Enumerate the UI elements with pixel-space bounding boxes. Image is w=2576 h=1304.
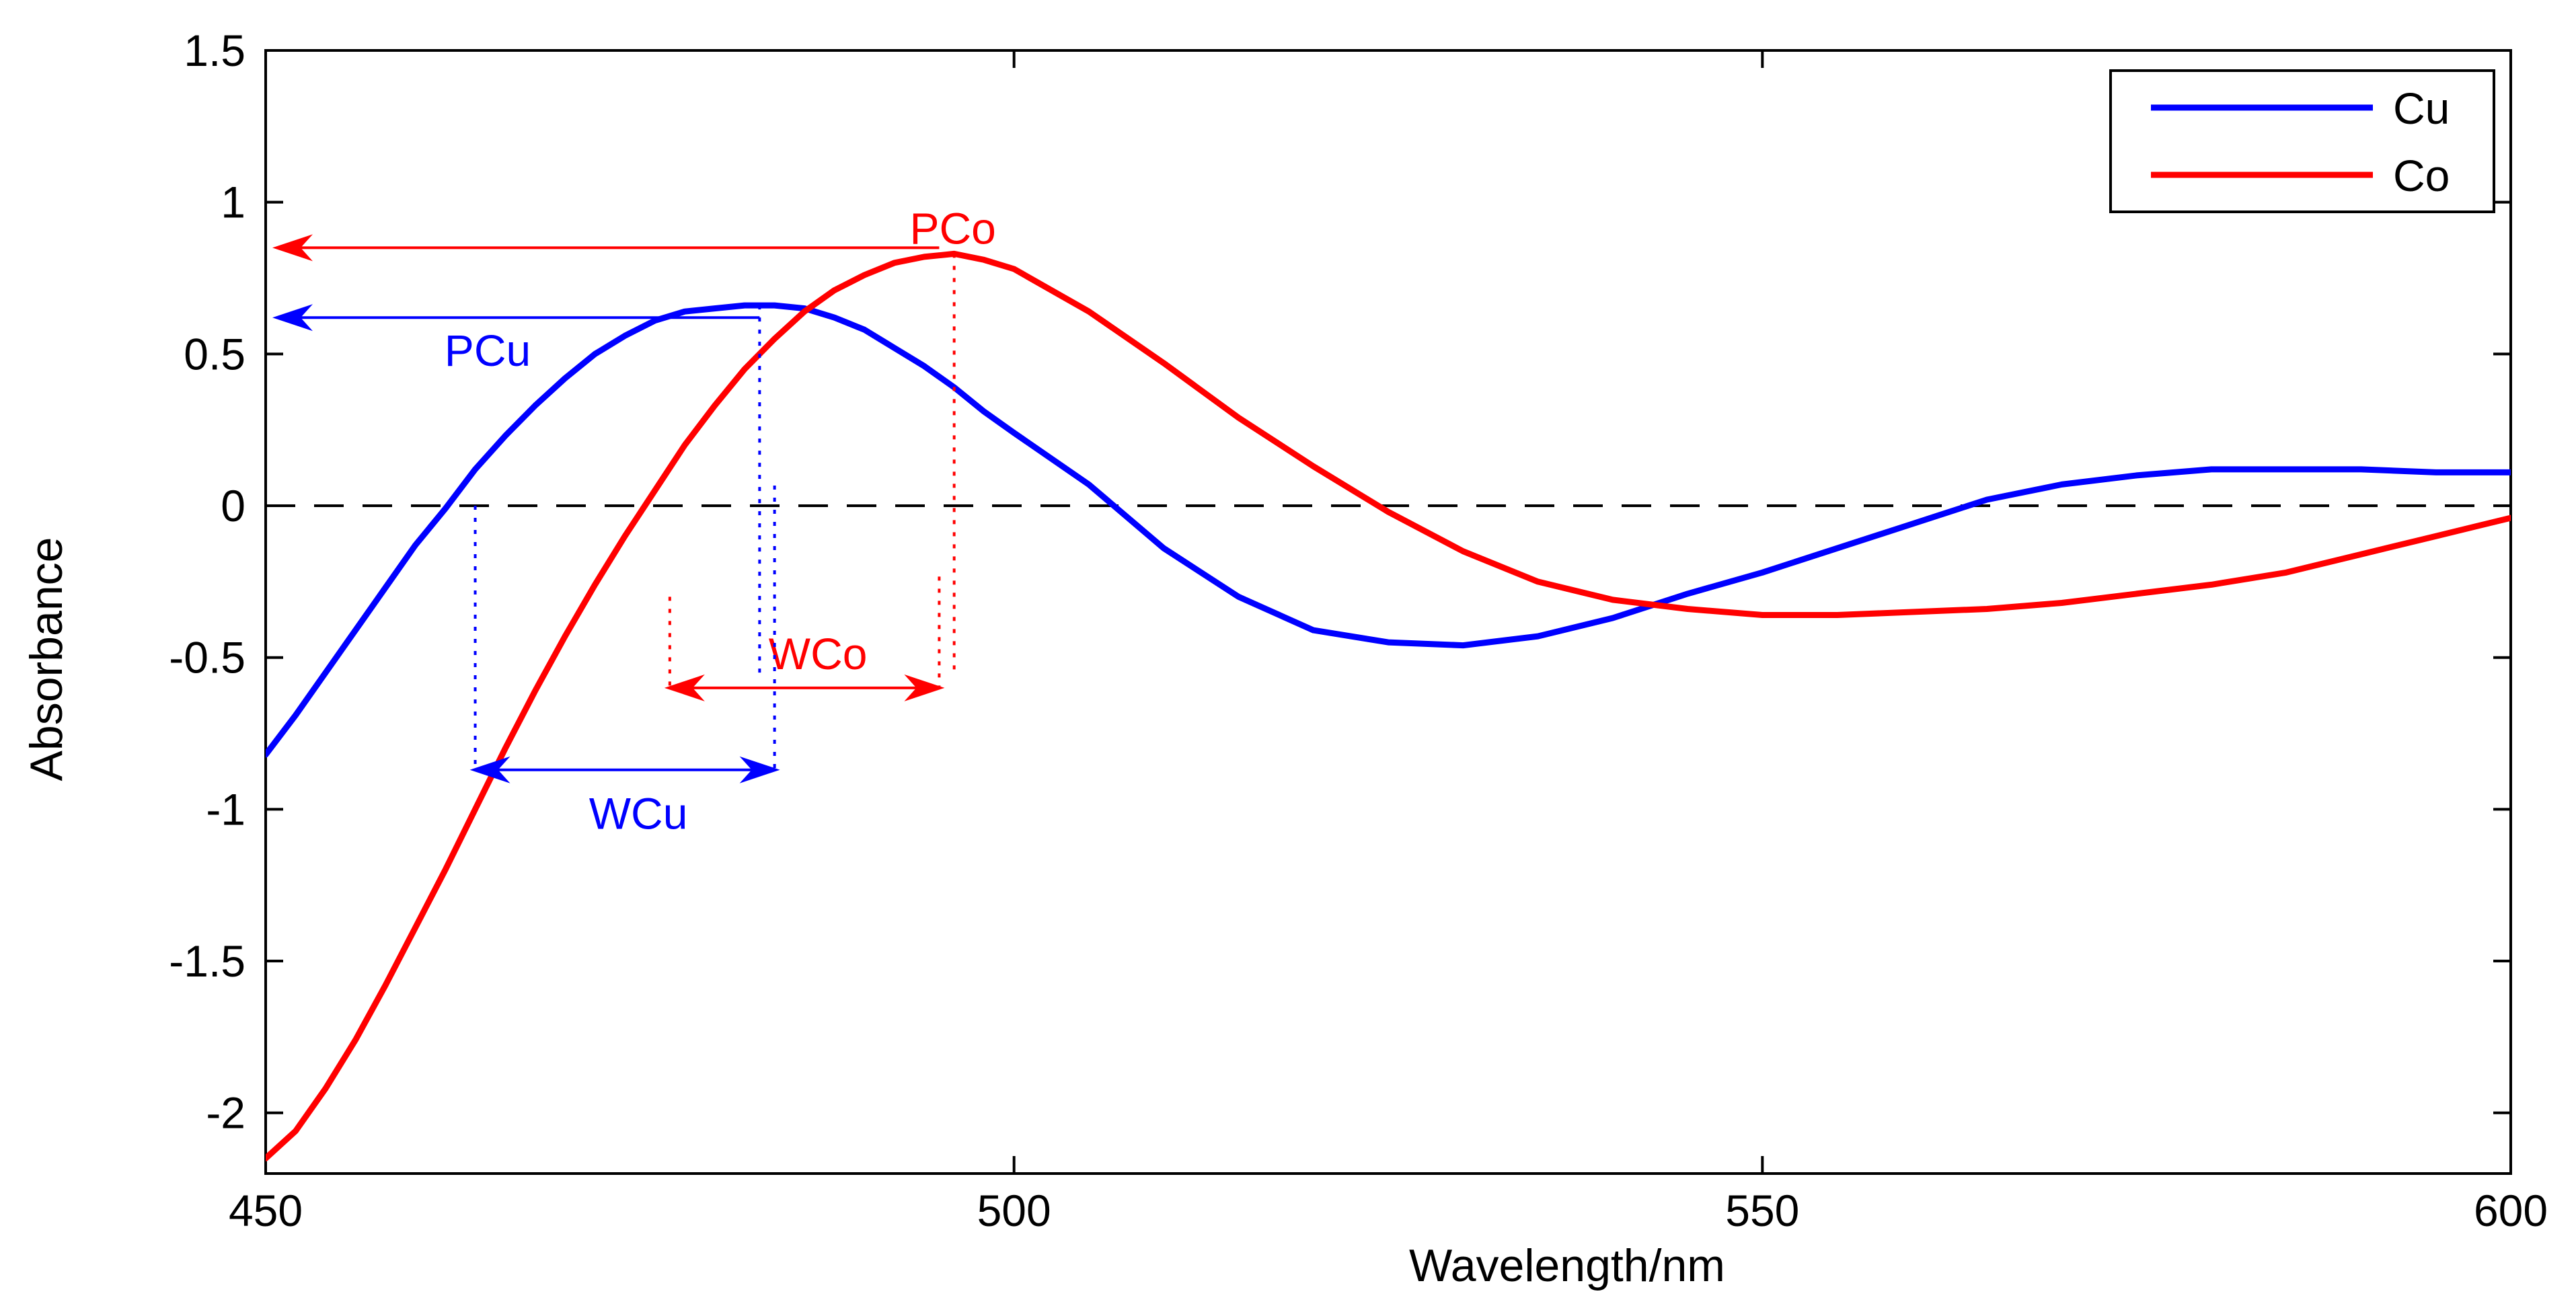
annotation-arrowhead-right-wco	[904, 674, 945, 701]
y-tick-label: 1.5	[184, 26, 245, 75]
series-line-co	[266, 250, 2511, 1161]
x-tick-label: 450	[229, 1186, 303, 1235]
legend-label-cu: Cu	[2393, 83, 2450, 133]
y-axis-label: Absorbance	[21, 537, 72, 781]
plot-area: 450 500 550 600 1.5 1 0.5 0 -0.5 -1 -1.5 -2 PCo PCu WC…	[169, 26, 2548, 1235]
annotation-label-wcu: WCu	[589, 789, 688, 839]
annotation-arrowhead-pco	[272, 234, 313, 262]
y-tick-label: 0	[221, 481, 245, 531]
y-tick-label: 0.5	[184, 329, 245, 379]
annotation-arrowhead-pcu	[272, 304, 313, 332]
y-tick-label: -1.5	[169, 936, 245, 986]
x-tick-label: 550	[1725, 1186, 1799, 1235]
annotation-label-wco: WCo	[769, 629, 868, 679]
annotation-arrowhead-left-wco	[664, 674, 705, 701]
series-line-cu	[266, 302, 2511, 758]
annotation-arrowhead-left-wcu	[469, 756, 510, 783]
y-tick-label: 1	[221, 178, 245, 227]
y-tick-label: -2	[206, 1088, 245, 1138]
x-axis-label: Wavelength/nm	[1409, 1240, 1725, 1291]
legend-label-co: Co	[2393, 151, 2450, 200]
annotation-label-pcu: PCu	[445, 325, 531, 375]
legend: Cu Co	[2109, 69, 2495, 213]
annotation-arrowhead-right-wcu	[739, 756, 780, 783]
annotation-label-pco: PCo	[909, 203, 995, 253]
y-tick-label: -1	[206, 784, 245, 834]
axes-box	[264, 49, 2512, 1175]
legend-box	[2109, 69, 2495, 213]
x-tick-label: 600	[2474, 1186, 2548, 1235]
y-tick-label: -0.5	[169, 633, 245, 683]
x-tick-label: 500	[977, 1186, 1051, 1235]
